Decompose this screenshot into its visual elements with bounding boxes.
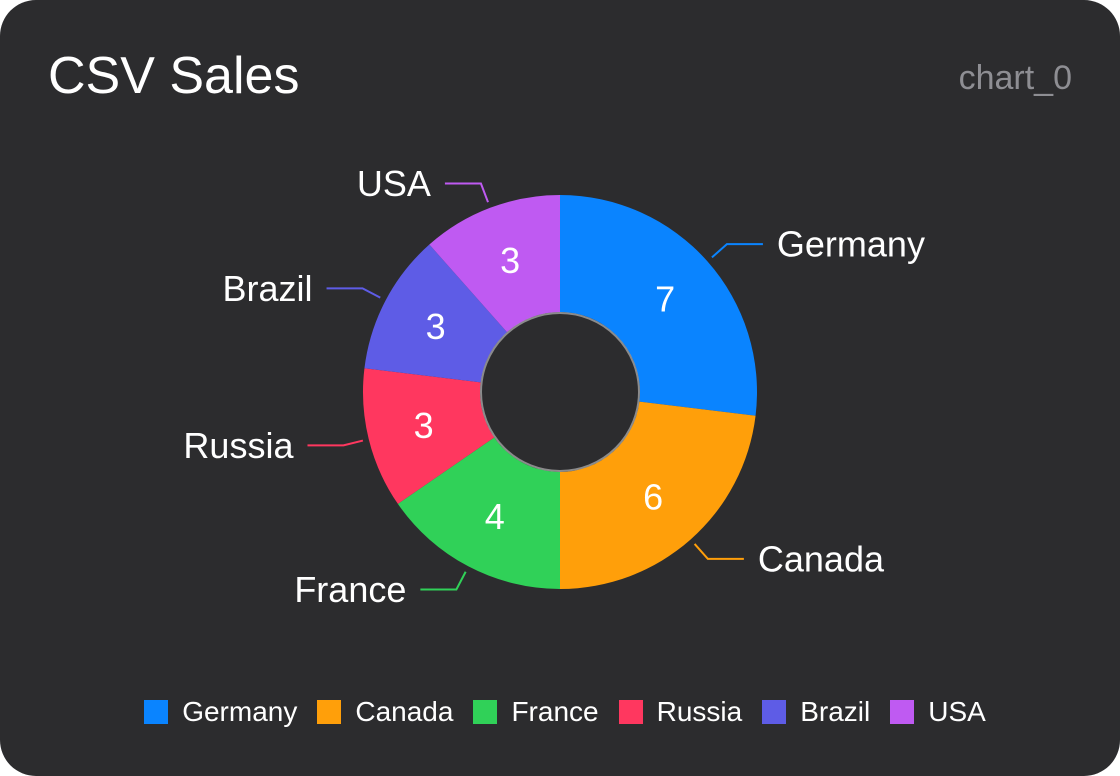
legend-swatch xyxy=(762,700,787,724)
legend-swatch xyxy=(317,700,342,724)
legend-item-canada[interactable]: Canada xyxy=(317,694,453,730)
legend-item-russia[interactable]: Russia xyxy=(618,694,743,730)
category-label-russia: Russia xyxy=(183,425,294,466)
slice-canada xyxy=(560,401,756,589)
category-label-france: France xyxy=(294,569,406,610)
legend-item-usa[interactable]: USA xyxy=(890,694,986,730)
leader-line-usa xyxy=(444,182,489,203)
legend-item-brazil[interactable]: Brazil xyxy=(762,694,870,730)
legend-label: Brazil xyxy=(800,696,871,727)
legend-label: Canada xyxy=(355,696,454,727)
legend-label: Germany xyxy=(182,696,298,727)
legend-swatch xyxy=(618,700,643,724)
leader-line-canada xyxy=(693,543,744,560)
chart-title: CSV Sales xyxy=(48,47,300,105)
slice-russia xyxy=(363,368,495,504)
leader-line-russia xyxy=(307,439,364,447)
slice-france xyxy=(397,437,560,589)
legend-swatch xyxy=(890,700,915,724)
legend-swatch xyxy=(144,700,169,724)
category-label-germany: Germany xyxy=(777,224,925,265)
slice-usa xyxy=(429,195,560,333)
data-label-germany: 7 xyxy=(655,278,675,319)
slice-brazil xyxy=(364,244,507,383)
legend-label: Russia xyxy=(656,696,743,727)
category-label-usa: USA xyxy=(357,163,431,204)
donut-hole-ring xyxy=(480,312,640,472)
leader-line-brazil xyxy=(326,287,381,299)
chart-legend: Germany Canada France Russia Brazil USA xyxy=(0,694,1120,730)
data-label-canada: 6 xyxy=(643,477,663,518)
slice-germany xyxy=(560,195,757,416)
data-label-usa: 3 xyxy=(500,240,520,281)
category-label-brazil: Brazil xyxy=(223,268,313,309)
legend-label: USA xyxy=(928,696,986,727)
legend-swatch xyxy=(473,700,498,724)
legend-item-germany[interactable]: Germany xyxy=(144,694,297,730)
leader-line-germany xyxy=(711,243,763,259)
data-label-france: 4 xyxy=(485,496,505,537)
legend-item-france[interactable]: France xyxy=(473,694,599,730)
chart-id-label: chart_0 xyxy=(958,59,1072,97)
data-label-brazil: 3 xyxy=(426,306,446,347)
leader-line-france xyxy=(420,571,467,591)
legend-label: France xyxy=(511,696,599,727)
category-label-canada: Canada xyxy=(758,538,885,579)
data-label-russia: 3 xyxy=(414,405,434,446)
